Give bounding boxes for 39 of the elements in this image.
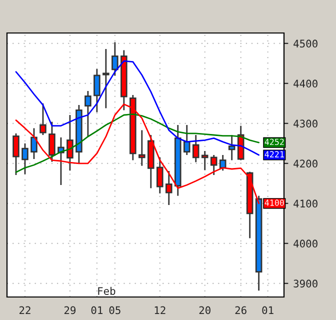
x-tick-label: 29	[64, 306, 76, 314]
x-tick-label: 01	[262, 306, 274, 314]
y-tick-label: 4200	[294, 160, 318, 168]
candlestick	[58, 136, 64, 186]
data-label: 4252	[264, 138, 284, 146]
candlestick	[12, 132, 20, 176]
candlestick	[102, 48, 110, 109]
candlestick	[228, 134, 236, 161]
candlestick	[112, 42, 118, 76]
candlestick	[210, 154, 218, 176]
y-tick-label: 4300	[294, 120, 318, 128]
candlestick	[30, 128, 38, 160]
annotation: Feb	[98, 286, 116, 295]
candlestick	[48, 121, 56, 162]
candlestick	[22, 142, 28, 175]
data-label: 4100	[264, 200, 284, 206]
candlestick	[66, 114, 74, 172]
line-series	[15, 60, 260, 156]
candlestick	[84, 90, 92, 138]
x-tick-label: 20	[199, 306, 210, 314]
x-tick-label: 01	[91, 306, 102, 314]
y-tick-label: 4500	[294, 40, 318, 48]
line-series	[15, 114, 260, 173]
x-tick-label: 05	[109, 306, 120, 314]
candlestick	[183, 124, 190, 156]
x-tick-label: 22	[19, 306, 30, 314]
y-tick-label: 3900	[294, 280, 318, 288]
candlestick	[201, 150, 208, 171]
data-label: 4221	[264, 151, 284, 158]
y-tick-label: 4400	[294, 80, 318, 88]
candlestick	[192, 134, 200, 163]
x-tick-label: 26	[235, 306, 246, 314]
candlestick	[40, 102, 46, 136]
x-tick-label: 12	[154, 306, 166, 314]
y-tick-label: 4100	[294, 200, 318, 208]
candlestick	[94, 68, 100, 113]
candlestick	[138, 130, 146, 166]
y-tick-label: 4000	[294, 240, 318, 248]
candlestick	[156, 156, 164, 194]
